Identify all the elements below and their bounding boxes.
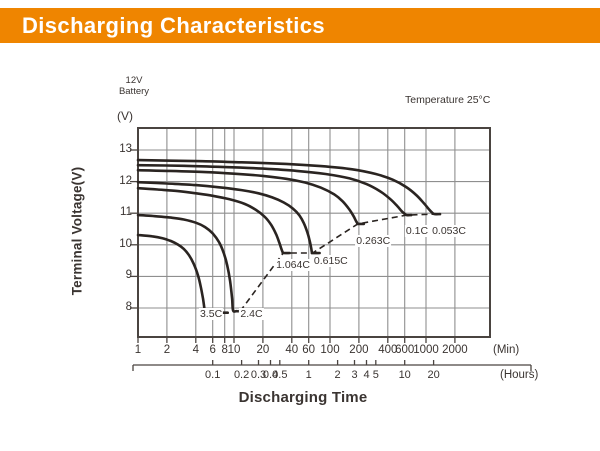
x-tick-label-hours: 5 xyxy=(372,369,379,381)
y-unit-label: (V) xyxy=(117,109,133,123)
discharge-curve-1.064C xyxy=(136,186,291,255)
x-tick-label-hours: 0.1 xyxy=(205,369,221,381)
x-tick-label-min: 4 xyxy=(192,344,199,356)
curve-label-3.5C: 3.5C xyxy=(198,307,224,320)
x-tick-label-hours: 0.5 xyxy=(272,369,288,381)
x-tick-label-min: 20 xyxy=(256,344,270,356)
x-tick-label-hours: 2 xyxy=(334,369,341,381)
x-tick-label-min: 8 xyxy=(221,344,228,356)
y-tick-label: 12 xyxy=(119,174,132,187)
y-tick-label: 10 xyxy=(119,237,132,250)
battery-type-label: 12V Battery xyxy=(104,75,164,97)
curve-label-1.064C: 1.064C xyxy=(275,259,311,272)
curve-label-0.053C: 0.053C xyxy=(431,224,467,237)
x-tick-label-hours: 10 xyxy=(398,369,411,381)
minutes-unit-label: (Min) xyxy=(493,344,520,356)
x-tick-label-min: 600 xyxy=(395,344,415,356)
plot-border xyxy=(137,127,491,338)
x-tick-label-hours: 1 xyxy=(305,369,312,381)
y-tick-label: 9 xyxy=(125,269,132,282)
curve-label-0.1C: 0.1C xyxy=(404,224,430,237)
x-tick-label-min: 100 xyxy=(320,344,340,356)
x-tick-label-hours: 0.2 xyxy=(233,369,250,381)
x-tick-label-hours: 4 xyxy=(363,369,370,381)
hours-unit-label: (Hours) xyxy=(500,369,539,381)
page-title: Discharging Characteristics xyxy=(22,12,326,38)
x-tick-label-min: 6 xyxy=(209,344,216,356)
x-tick-label-min: 40 xyxy=(285,344,299,356)
x-tick-label-hours: 20 xyxy=(427,369,440,381)
x-tick-label-min: 1 xyxy=(134,344,142,356)
x-tick-label-min: 400 xyxy=(378,344,398,356)
curve-label-0.615C: 0.615C xyxy=(312,254,349,267)
x-tick-label-min: 60 xyxy=(302,344,316,356)
curve-label-0.263C: 0.263C xyxy=(355,234,392,247)
y-axis-title: Terminal Voltage(V) xyxy=(69,166,85,296)
discharge-curve-0.053C xyxy=(136,158,442,216)
x-tick-label-min: 10 xyxy=(227,344,241,356)
battery-type-line1: 12V xyxy=(125,75,143,86)
discharge-curve-3.5C xyxy=(136,233,229,315)
x-axis-title: Discharging Time xyxy=(238,389,368,406)
battery-type-line2: Battery xyxy=(118,86,150,97)
discharge-curve-2.4C xyxy=(136,213,242,313)
discharge-curve-0.615C xyxy=(136,180,321,255)
x-tick-label-min: 2 xyxy=(163,344,171,356)
x-tick-label-min: 1000 xyxy=(413,344,439,356)
x-tick-label-hours: 0.4 xyxy=(262,369,279,381)
y-tick-label: 11 xyxy=(120,206,132,219)
header-bar: Discharging Characteristics xyxy=(0,8,600,43)
x-tick-label-min: 2000 xyxy=(442,344,468,356)
x-tick-label-hours: 0.3 xyxy=(250,369,267,381)
discharge-curve-0.1C xyxy=(136,163,413,217)
x-tick-label-hours: 3 xyxy=(351,369,358,381)
curve-label-2.4C: 2.4C xyxy=(239,307,264,320)
x-tick-label-min: 200 xyxy=(349,344,369,356)
y-tick-label: 8 xyxy=(125,301,132,313)
discharge-curve-0.263C xyxy=(136,168,366,226)
y-tick-label: 13 xyxy=(119,143,132,155)
temperature-label: Temperature 25°C xyxy=(405,94,491,106)
